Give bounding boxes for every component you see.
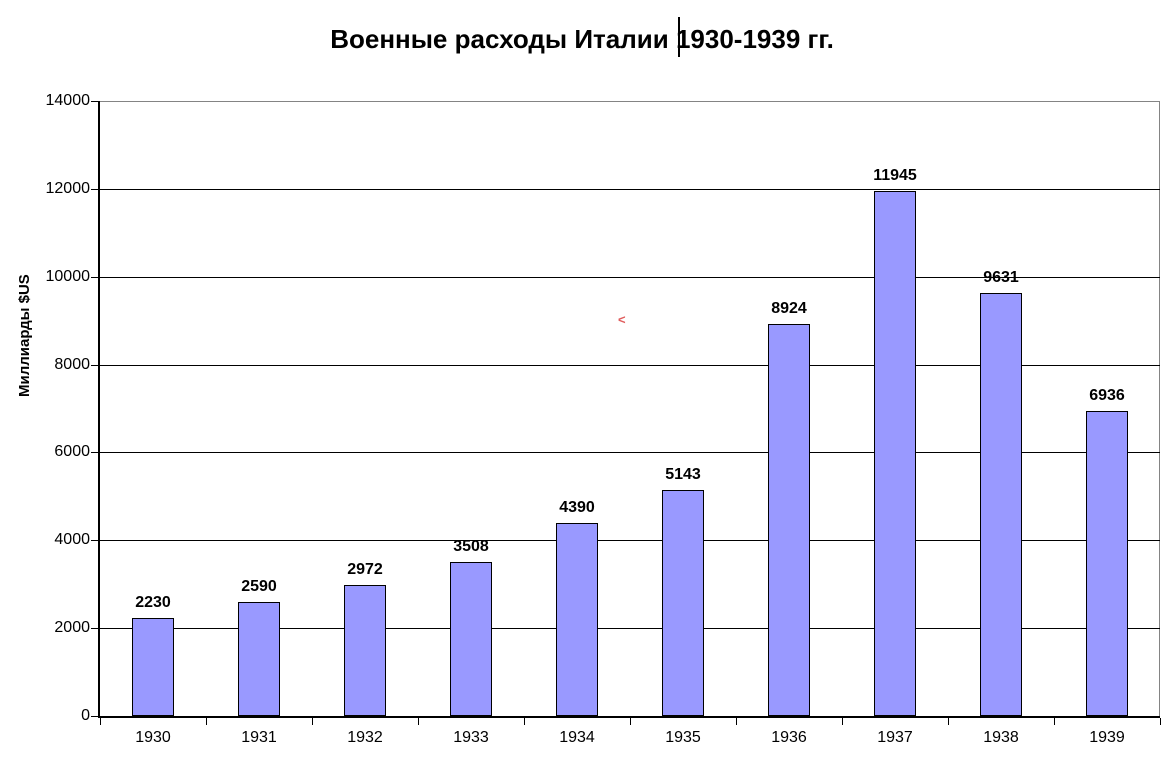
y-axis-line	[98, 101, 100, 716]
x-axis-label: 1930	[135, 729, 171, 746]
y-axis-tick	[91, 716, 98, 717]
plot-area	[91, 101, 1161, 725]
gridline	[100, 188, 1160, 190]
x-axis-tick	[629, 718, 631, 725]
x-axis-tick	[417, 718, 419, 725]
bar	[238, 602, 280, 716]
gridline	[100, 540, 1160, 542]
plot-border-top	[100, 101, 1160, 102]
x-axis-label: 1931	[241, 729, 277, 746]
x-axis-tick	[841, 718, 843, 725]
bar	[874, 191, 916, 716]
y-axis-tick	[91, 101, 98, 102]
gridline	[100, 452, 1160, 454]
y-tick-label: 14000	[45, 92, 91, 109]
x-axis-tick	[947, 718, 949, 725]
bar-value-label: 3508	[453, 537, 489, 555]
x-axis-label: 1939	[1089, 729, 1125, 746]
bar	[132, 618, 174, 716]
bar-value-label: 9631	[983, 268, 1019, 286]
bar-value-label: 4390	[559, 499, 595, 517]
bar	[768, 323, 810, 716]
stray-red-glyph: <	[618, 312, 626, 327]
x-axis-tick	[205, 718, 207, 725]
bar-value-label: 5143	[665, 466, 701, 484]
x-axis-tick	[99, 718, 101, 725]
x-axis-label: 1938	[983, 729, 1019, 746]
bar	[980, 292, 1022, 716]
y-tick-label: 12000	[45, 179, 91, 197]
bar	[662, 490, 704, 716]
bar-value-label: 11945	[873, 167, 917, 185]
x-axis-line	[98, 716, 1160, 718]
y-tick-label: 2000	[54, 619, 90, 637]
y-axis-tick	[91, 276, 98, 278]
x-axis-tick	[735, 718, 737, 725]
bar-value-label: 2230	[135, 594, 171, 612]
y-tick-label: 6000	[54, 443, 90, 461]
x-axis-label: 1935	[665, 729, 701, 746]
y-axis-tick	[91, 452, 98, 454]
gridline	[100, 364, 1160, 366]
plot-border-right	[1159, 101, 1160, 716]
bar-value-label: 2590	[241, 578, 277, 596]
x-axis-tick	[1053, 718, 1055, 725]
y-tick-label: 0	[81, 707, 90, 724]
bar	[344, 585, 386, 716]
y-axis-tick	[91, 364, 98, 366]
chart-title: Военные расходы Италии 1930-1939 гг.	[330, 24, 834, 54]
bar	[556, 523, 598, 716]
bar-value-label: 6936	[1089, 387, 1125, 405]
x-axis-label: 1932	[347, 729, 383, 746]
text-cursor	[678, 17, 680, 57]
y-axis-title: Миллиарды $US	[16, 274, 33, 397]
bar-value-label: 2972	[347, 561, 383, 579]
y-tick-label: 10000	[45, 267, 91, 285]
gridline	[100, 276, 1160, 278]
x-axis-tick	[1159, 718, 1161, 725]
x-axis-label: 1934	[559, 729, 595, 746]
y-axis-tick	[91, 188, 98, 190]
y-tick-label: 4000	[54, 531, 90, 549]
x-axis-tick	[523, 718, 525, 725]
x-axis-label: 1936	[771, 729, 807, 746]
gridline	[100, 628, 1160, 630]
x-axis-label: 1937	[877, 729, 913, 746]
bar	[450, 561, 492, 716]
x-axis-tick	[311, 718, 313, 725]
x-axis-label: 1933	[453, 729, 489, 746]
bar-value-label: 8924	[771, 299, 807, 317]
y-axis-tick	[91, 628, 98, 630]
y-tick-label: 8000	[54, 355, 90, 373]
bar	[1086, 411, 1128, 716]
y-axis-tick	[91, 540, 98, 542]
